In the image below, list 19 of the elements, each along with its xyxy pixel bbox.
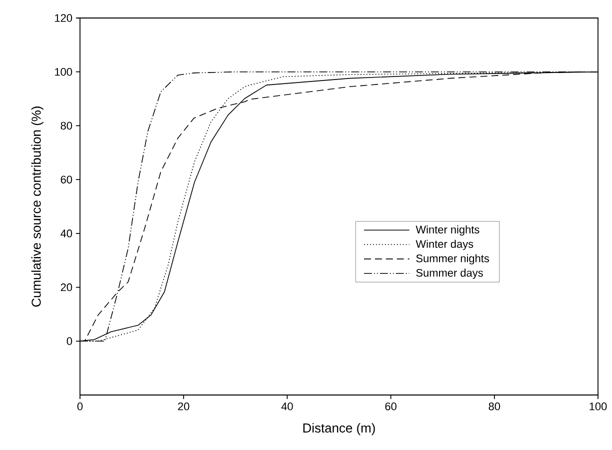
y-tick-label: 60 <box>60 176 72 184</box>
legend-label: Winter nights <box>416 225 480 236</box>
y-tick-label: 120 <box>55 14 72 22</box>
y-tick-label: 100 <box>55 68 72 76</box>
y-axis-title: Cumulative source contribution (%) <box>31 106 44 307</box>
x-tick-label: 100 <box>590 402 607 410</box>
y-tick-label: 20 <box>60 283 72 292</box>
legend-label: Winter days <box>416 240 474 250</box>
x-axis-title: Distance (m) <box>303 423 375 436</box>
x-tick-label: 0 <box>77 402 83 410</box>
legend-label: Summer days <box>416 268 483 279</box>
x-tick-label: 20 <box>178 402 190 410</box>
legend-label: Summer nights <box>416 254 489 264</box>
y-tick-label: 0 <box>66 337 72 346</box>
y-tick-label: 40 <box>60 230 72 238</box>
y-tick-label: 80 <box>60 122 72 130</box>
x-tick-label: 80 <box>488 402 500 410</box>
x-tick-label: 40 <box>281 402 293 410</box>
x-tick-label: 60 <box>385 402 396 410</box>
